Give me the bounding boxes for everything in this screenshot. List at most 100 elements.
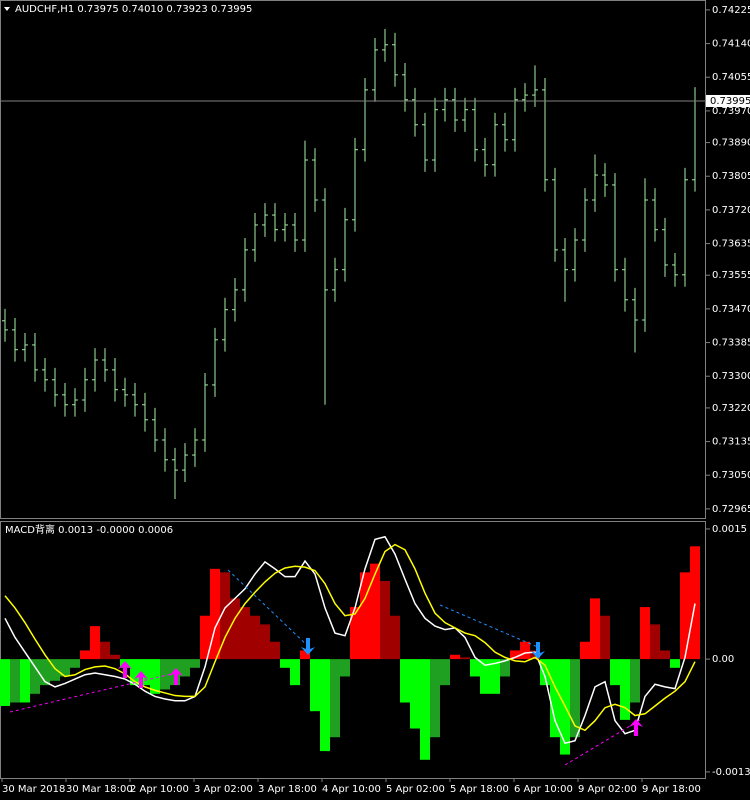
histogram-bar: [80, 650, 90, 660]
histogram-bar: [390, 615, 400, 660]
histogram-bar: [430, 659, 440, 738]
histogram-bar: [630, 659, 640, 703]
histogram-bar: [270, 641, 280, 660]
sell-arrow: [531, 642, 545, 659]
current-price-label: 0.73995: [710, 96, 750, 107]
divergence-line: [564, 719, 641, 766]
sell-arrow: [301, 638, 315, 655]
buy-arrow: [134, 671, 148, 688]
histogram-bar: [280, 659, 290, 668]
histogram-bar: [360, 572, 370, 660]
y-tick-label: 0.72965: [712, 504, 750, 515]
ohlc-bar: [22, 333, 28, 362]
x-tick-label: 3 Apr 02:00: [194, 784, 253, 795]
symbol-header: AUDCHF,H1 0.73975 0.74010 0.73923 0.7399…: [15, 4, 252, 15]
ohlc-bar: [262, 203, 268, 237]
histogram-bar: [380, 581, 390, 660]
ohlc-bar: [382, 28, 388, 62]
histogram-bar: [100, 641, 110, 660]
y-tick-label: 0.74225: [712, 5, 750, 16]
x-tick-label: 5 Apr 18:00: [450, 784, 509, 795]
ohlc-bar: [232, 278, 238, 322]
divergence-line: [9, 671, 181, 713]
histogram-bar: [370, 563, 380, 660]
histogram-bar: [540, 659, 550, 686]
y-tick-label: -0.0013: [712, 767, 750, 778]
ohlc-bar: [602, 163, 608, 197]
ohlc-bar: [462, 97, 468, 132]
ohlc-bar: [412, 87, 418, 137]
ohlc-bar: [212, 327, 218, 397]
y-tick-label: 0.0015: [712, 524, 747, 535]
histogram-bar: [230, 598, 240, 660]
y-tick-label: 0.73805: [712, 171, 750, 182]
ohlc-bar: [482, 137, 488, 177]
histogram-bar: [410, 659, 420, 729]
ohlc-bar: [442, 87, 448, 122]
histogram-bar: [350, 607, 360, 660]
ohlc-bar: [322, 188, 328, 405]
ohlc-bar: [542, 78, 548, 192]
histogram-bar: [30, 659, 40, 694]
buy-arrow: [118, 661, 132, 678]
histogram-bar: [40, 659, 50, 686]
histogram-bar: [420, 659, 430, 760]
ohlc-bar: [402, 62, 408, 112]
x-tick-label: 9 Apr 18:00: [642, 784, 701, 795]
histogram-bar: [490, 659, 500, 694]
ohlc-bar: [102, 348, 108, 382]
ohlc-bar: [552, 167, 558, 262]
y-tick-label: 0.73720: [712, 205, 750, 216]
indicator-header: MACD背离 0.0013 -0.0000 0.0006: [5, 523, 173, 536]
ohlc-bar: [532, 65, 538, 107]
ohlc-bar: [222, 297, 228, 352]
ohlc-bar: [62, 382, 68, 417]
y-tick-label: 0.73470: [712, 304, 750, 315]
ohlc-bar: [2, 308, 8, 342]
ohlc-bar: [12, 318, 18, 362]
y-tick-label: 0.73135: [712, 437, 750, 448]
ohlc-bar: [572, 228, 578, 282]
x-tick-label: 30 Mar 2018: [2, 784, 65, 795]
histogram-bar: [510, 650, 520, 660]
divergence-annotations: [9, 569, 643, 766]
ohlc-bar: [452, 87, 458, 132]
histogram-bar: [190, 659, 200, 668]
ohlc-bar: [82, 367, 88, 412]
ohlc-bar: [142, 392, 148, 432]
ohlc-bar: [112, 358, 118, 402]
y-tick-label: 0.73385: [712, 338, 750, 349]
histogram-bar: [200, 615, 210, 660]
histogram-bar: [440, 659, 450, 686]
histogram-bar: [70, 659, 80, 668]
ohlc-bar: [182, 443, 188, 482]
histogram-bar: [50, 659, 60, 681]
histogram-bar: [140, 659, 150, 686]
ohlc-bar: [42, 358, 48, 392]
histogram-bar: [670, 659, 680, 668]
ohlc-bar: [672, 253, 678, 287]
x-tick-label: 30 Mar 18:00: [66, 784, 133, 795]
ohlc-bar: [652, 188, 658, 242]
histogram-bar: [480, 659, 490, 694]
histogram-bar: [300, 650, 310, 660]
histogram-bar: [150, 659, 160, 694]
ohlc-bar: [352, 137, 358, 232]
histogram-bar: [10, 659, 20, 703]
ohlc-bar: [252, 213, 258, 262]
x-tick-label: 6 Apr 10:00: [514, 784, 573, 795]
x-tick-label: 5 Apr 02:00: [386, 784, 445, 795]
ohlc-bar: [242, 238, 248, 302]
histogram-bar: [20, 659, 30, 703]
menu-triangle[interactable]: [4, 7, 10, 11]
histogram-bar: [110, 654, 120, 660]
ohlc-bar: [202, 373, 208, 452]
ohlc-bar: [372, 38, 378, 102]
histogram-bar: [620, 659, 630, 720]
histogram-bar: [650, 624, 660, 660]
ohlc-bar: [162, 428, 168, 472]
histogram-bar: [290, 659, 300, 686]
ohlc-bar: [432, 97, 438, 172]
